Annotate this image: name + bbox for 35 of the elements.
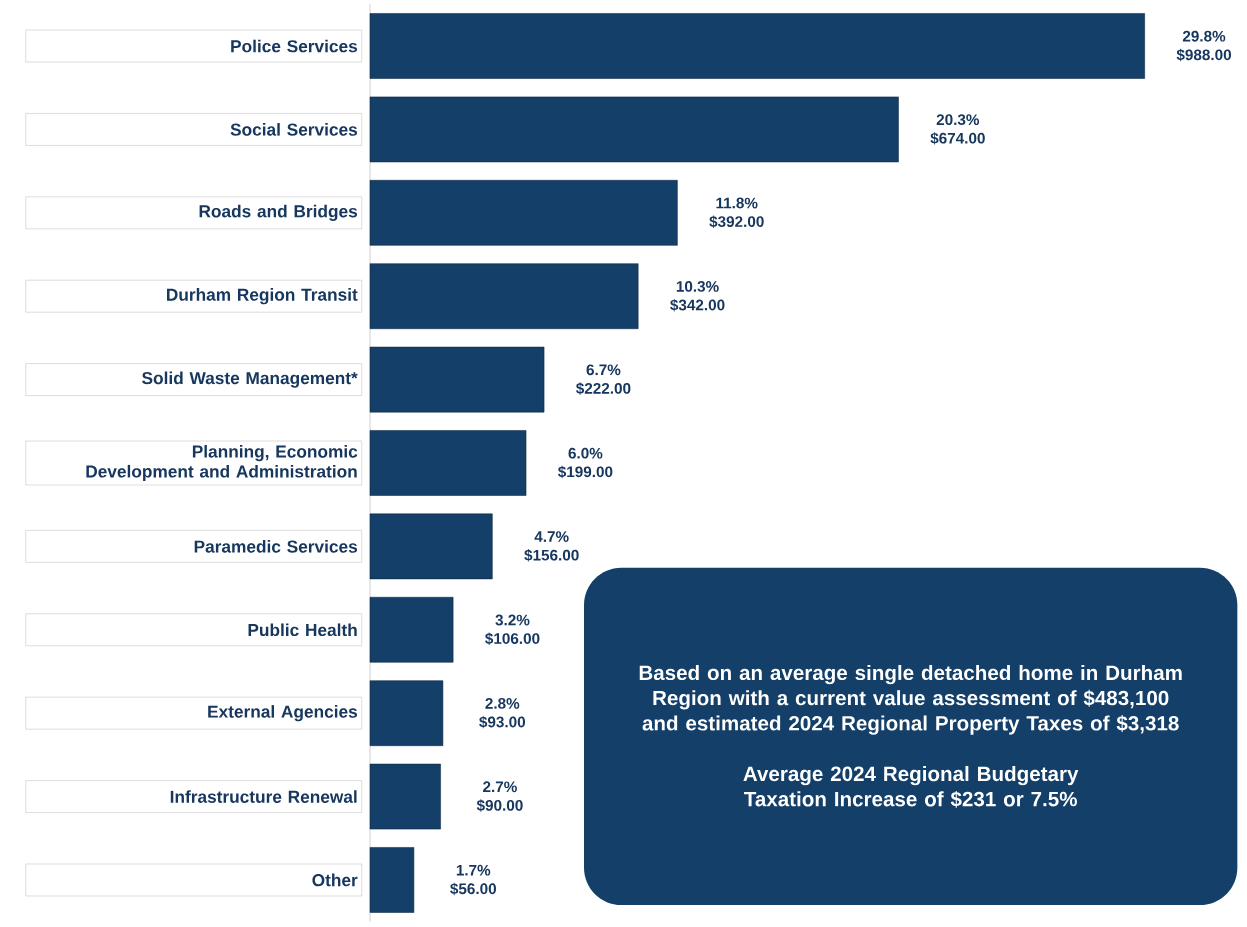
bar [369, 596, 454, 663]
y-tick-label: Roads and Bridges [199, 204, 358, 221]
data-label: 29.8% $988.00 [1176, 30, 1232, 62]
bar [369, 180, 678, 246]
bar [369, 513, 493, 580]
annotation: Based on an average single detached home in Durham Region with a current value assessment of $483,100 and estimated 2024 Regional Property Taxes of $3,318 [639, 664, 1182, 735]
bar [369, 346, 545, 413]
bar [369, 763, 441, 830]
y-tick-label: Planning, Economic Development and Administration [86, 444, 358, 481]
bar [369, 13, 1145, 79]
y-tick-label: Other [312, 873, 358, 887]
data-label: 4.7% $156.00 [524, 531, 579, 562]
y-tick-label: Durham Region Transit [167, 288, 358, 305]
data-label: 2.7% $90.00 [476, 781, 523, 812]
bar [369, 96, 899, 163]
y-tick-label: Police Services [231, 39, 358, 53]
data-label: 20.3% $674.00 [930, 114, 985, 145]
data-label: 10.3% $342.00 [670, 281, 725, 312]
y-tick-label: Paramedic Services [194, 540, 358, 553]
bar [369, 680, 444, 746]
bar [369, 263, 639, 329]
data-label: 1.7% $56.00 [450, 864, 496, 896]
y-tick-label: Infrastructure Renewal [170, 790, 357, 803]
data-label: 6.0% $199.00 [557, 447, 613, 479]
data-label: 2.8% $93.00 [479, 697, 526, 729]
y-tick-label: Social Services [230, 123, 358, 136]
data-label: 3.2% $106.00 [485, 614, 540, 645]
data-label: 11.8% $392.00 [709, 197, 764, 228]
data-label: 6.7% $222.00 [576, 364, 631, 395]
y-tick-label: Public Health [248, 623, 357, 637]
y-tick-label: External Agencies [208, 705, 358, 722]
bar [369, 847, 415, 913]
bar [369, 430, 527, 496]
annotation: Average 2024 Regional Budgetary Taxation Increase of $231 or 7.5% [743, 766, 1079, 808]
y-tick-label: Solid Waste Management* [142, 371, 358, 388]
